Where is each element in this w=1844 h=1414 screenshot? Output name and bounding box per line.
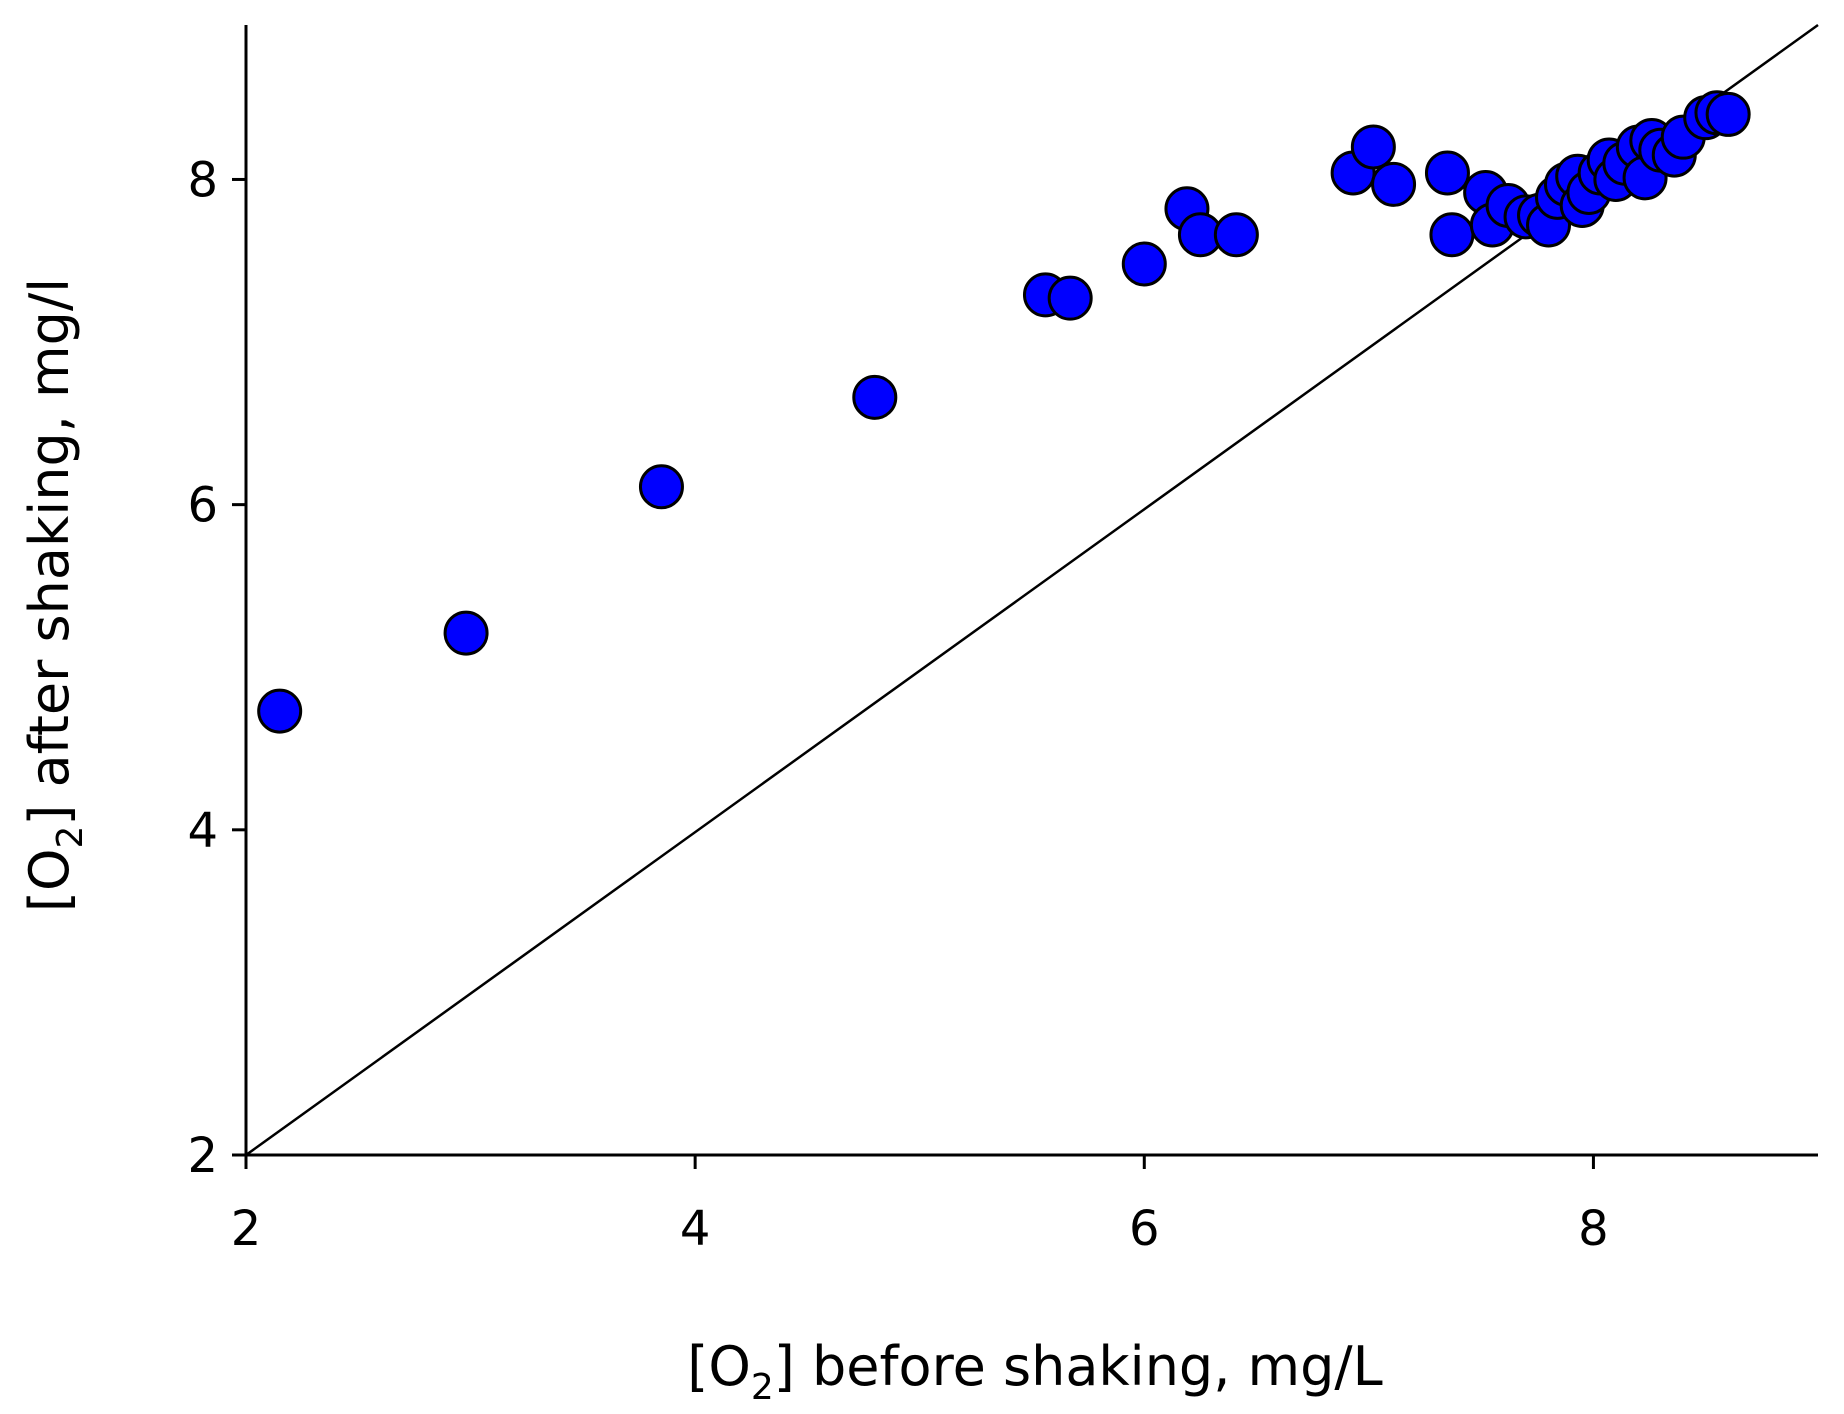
plot-area: 2 4 6 8 2 4 6 8 — [187, 23, 1819, 1257]
data-point — [1213, 212, 1259, 258]
data-point — [1121, 241, 1167, 287]
data-point — [638, 464, 684, 510]
x-tick-label: 8 — [1578, 1201, 1609, 1257]
data-point — [1350, 124, 1396, 170]
data-point — [852, 374, 898, 420]
x-tick-label: 2 — [231, 1201, 262, 1257]
data-point — [257, 688, 303, 734]
x-tick-label: 6 — [1129, 1201, 1160, 1257]
y-tick-label: 8 — [187, 152, 218, 208]
x-tick-label: 4 — [680, 1201, 711, 1257]
y-tick-label: 4 — [187, 803, 218, 859]
data-point — [1047, 275, 1093, 321]
y-axis-label: [O2] after shaking, mg/l — [18, 278, 91, 912]
data-point — [1424, 150, 1470, 196]
data-point — [1429, 212, 1475, 258]
data-point — [1371, 161, 1417, 207]
y-tick-label: 6 — [187, 478, 218, 534]
data-point — [443, 610, 489, 656]
x-axis-label: [O2] before shaking, mg/L — [687, 1335, 1382, 1408]
data-point — [1705, 91, 1751, 137]
y-tick-label: 2 — [187, 1128, 218, 1184]
